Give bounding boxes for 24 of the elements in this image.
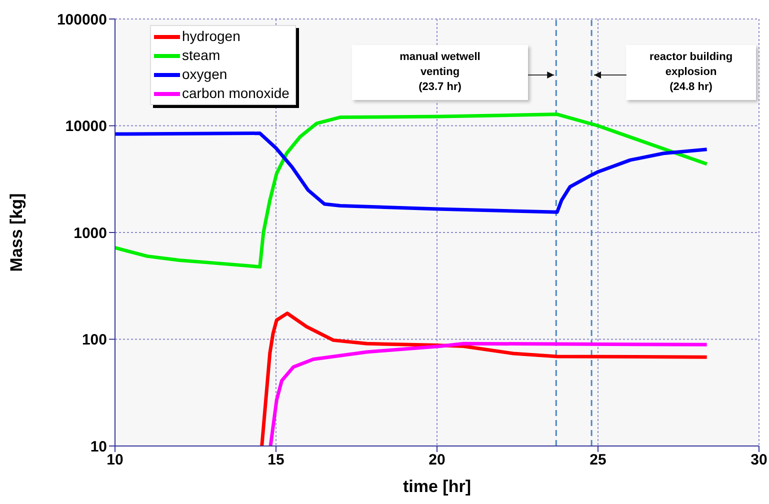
x-tick-label: 25 bbox=[590, 452, 606, 469]
legend-label: steam bbox=[182, 46, 220, 65]
x-tick-label: 15 bbox=[268, 452, 284, 469]
y-tick-label: 100000 bbox=[56, 11, 107, 28]
y-axis-title: Mass [kg] bbox=[7, 193, 26, 272]
y-tick-label: 10000 bbox=[65, 118, 107, 136]
y-tick-label: 10 bbox=[90, 438, 107, 456]
legend-label: hydrogen bbox=[182, 27, 240, 46]
y-tick-label: 100 bbox=[82, 332, 107, 349]
y-tick-label: 1000 bbox=[74, 224, 107, 242]
legend-label: carbon monoxide bbox=[182, 84, 290, 103]
text-box: reactor building explosion (24.8 hr) bbox=[626, 45, 756, 100]
x-axis-title: time [hr] bbox=[403, 477, 471, 496]
line-series bbox=[115, 112, 709, 269]
x-tick-label: 20 bbox=[428, 452, 446, 469]
annotation: manual wetwell venting (23.7 hr) bbox=[398, 50, 482, 95]
line-series bbox=[115, 132, 709, 214]
line-series bbox=[260, 312, 709, 446]
legend-label: oxygen bbox=[182, 65, 228, 84]
x-tick-label: 30 bbox=[750, 452, 768, 469]
x-tick-label: 10 bbox=[106, 452, 124, 469]
annotation: reactor building explosion (24.8 hr) bbox=[648, 50, 734, 95]
line-series bbox=[268, 342, 709, 446]
text-box: manual wetwell venting (23.7 hr) bbox=[352, 45, 528, 100]
